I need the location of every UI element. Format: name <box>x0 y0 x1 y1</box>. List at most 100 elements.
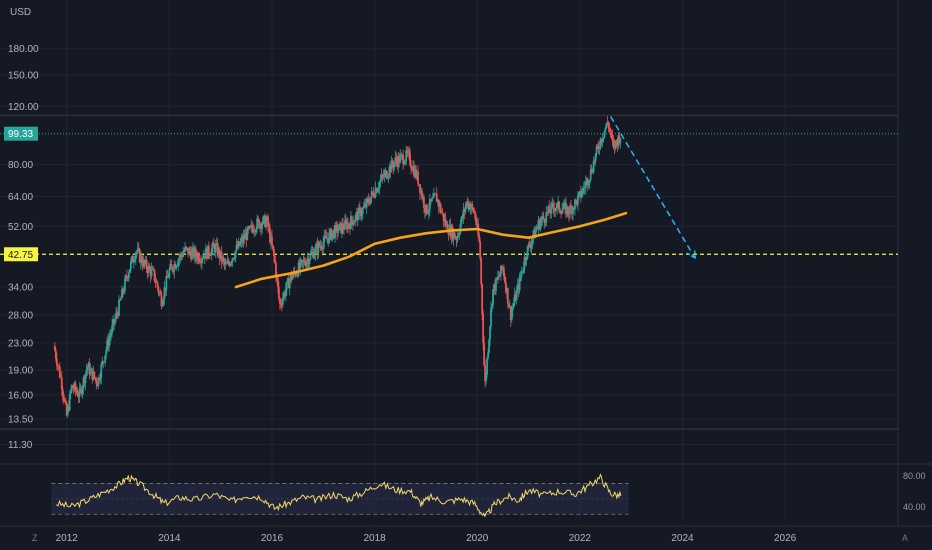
candle-body <box>218 249 221 259</box>
candle-body <box>99 377 102 381</box>
candle-body <box>195 249 197 257</box>
candle-body <box>145 260 148 270</box>
candle-body <box>603 130 606 138</box>
candle-body <box>193 247 195 258</box>
candle-body <box>243 235 246 240</box>
candle-body <box>62 394 65 401</box>
candle-body <box>298 262 301 268</box>
candle-body <box>80 388 83 394</box>
candle-body <box>196 256 198 260</box>
candle-body <box>266 216 268 221</box>
candle-body <box>503 276 506 283</box>
candle-body <box>151 268 154 270</box>
candle-body <box>212 243 215 246</box>
candle-body <box>132 260 135 263</box>
candle-body <box>150 269 153 276</box>
candle-body <box>569 205 571 215</box>
candle-body <box>201 258 203 263</box>
candle-body <box>113 319 115 324</box>
y-tick-label: 34.00 <box>8 283 33 294</box>
candle-body <box>308 259 311 264</box>
candle-body <box>607 123 610 127</box>
candle-body <box>85 369 88 374</box>
candle-body <box>225 263 228 265</box>
candle-body <box>567 206 569 213</box>
candle-body <box>221 257 224 262</box>
time-axis[interactable]: 2012 2014 2016 2018 2020 2022 2024 2026 <box>56 533 797 544</box>
candle-body <box>161 303 164 307</box>
candle-body <box>562 208 564 210</box>
candle-body <box>333 229 336 238</box>
candle-body <box>123 290 125 293</box>
candle-body <box>558 201 561 211</box>
candle-body <box>452 232 455 240</box>
candle-body <box>369 197 372 204</box>
candle-body <box>457 234 460 236</box>
candle-body <box>112 319 114 326</box>
candle-body <box>430 198 433 202</box>
candle-body <box>65 403 68 416</box>
candle-body <box>248 226 251 229</box>
candle-body <box>143 260 146 264</box>
candle-body <box>305 261 308 266</box>
candle-body <box>494 284 496 291</box>
candle-body <box>58 367 61 378</box>
candle-body <box>546 212 549 213</box>
y-tick-label: 52.00 <box>8 222 33 233</box>
candle-body <box>263 215 265 218</box>
candle-body <box>454 237 457 239</box>
candle-body <box>205 248 208 259</box>
candle-body <box>82 377 85 388</box>
timezone-toggle[interactable]: Z <box>32 533 38 543</box>
candle-body <box>410 165 413 169</box>
candle-body <box>312 251 315 259</box>
candle-body <box>593 160 596 162</box>
candle-body <box>540 219 543 222</box>
candle-body <box>428 199 431 210</box>
candle-body <box>182 252 185 257</box>
candle-body <box>156 281 159 288</box>
candle-body <box>306 258 309 262</box>
horizontal-levels <box>0 114 898 430</box>
candle-body <box>456 235 459 241</box>
y-tick-label: 120.00 <box>8 102 39 113</box>
candle-body <box>549 212 552 214</box>
candle-body <box>608 126 611 129</box>
candle-body <box>438 204 441 207</box>
auto-scale-toggle[interactable]: A <box>902 533 909 543</box>
candle-body <box>534 230 537 239</box>
candle-body <box>391 160 394 166</box>
candle-body <box>228 263 231 266</box>
candle-body <box>87 363 90 368</box>
candle-body <box>124 278 126 291</box>
candle-body <box>68 393 71 410</box>
candle-body <box>614 140 617 148</box>
candle-body <box>533 230 536 239</box>
projection-arrow[interactable] <box>609 116 697 260</box>
candle-body <box>378 181 381 188</box>
candle-body <box>460 216 463 225</box>
candle-body <box>126 275 128 278</box>
y-tick-label: 64.00 <box>8 192 33 203</box>
candle-body <box>153 269 156 281</box>
candle-body <box>328 232 331 243</box>
candle-body <box>361 208 364 214</box>
candle-body <box>505 288 508 293</box>
price-axis[interactable]: 180.00 150.00 120.00 80.00 64.00 52.00 34.00 28… <box>4 44 926 512</box>
candle-body <box>255 228 258 232</box>
candle-body <box>160 294 163 307</box>
candle-body <box>157 287 160 293</box>
y-tick-label: 16.00 <box>8 390 33 401</box>
candle-body <box>551 203 554 205</box>
candle-body <box>210 248 213 256</box>
candle-body <box>347 223 349 230</box>
candle-body <box>180 254 183 256</box>
candle-body <box>469 207 472 210</box>
candle-body <box>395 157 398 161</box>
candle-body <box>516 284 519 291</box>
candle-body <box>286 278 289 282</box>
candle-body <box>419 184 421 193</box>
candle-body <box>164 287 167 291</box>
candle-body <box>138 249 141 263</box>
